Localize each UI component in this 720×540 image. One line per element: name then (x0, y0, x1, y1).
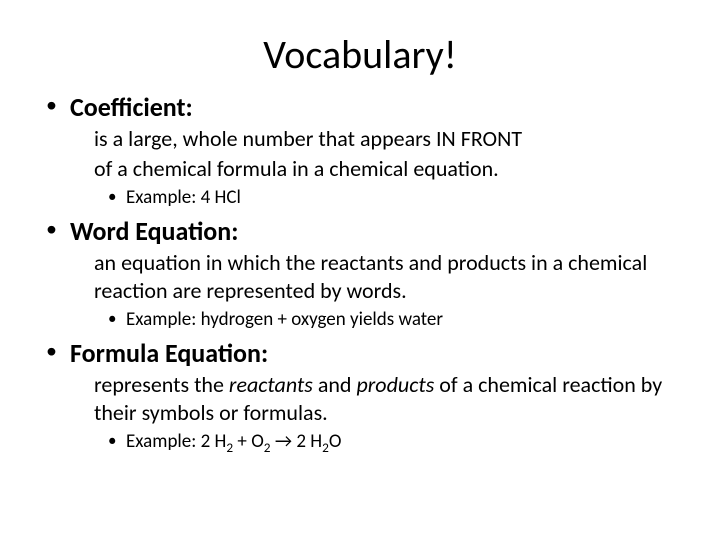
term-label: Formula Equation: (70, 337, 680, 369)
term-label: Word Equation: (70, 215, 680, 247)
list-item: Word Equation: an equation in which the … (70, 215, 680, 331)
list-item: Formula Equation: represents the reactan… (70, 337, 680, 456)
example-item: Example: 2 H2 + O2 → 2 H2O (126, 430, 680, 456)
definition-text: represents the reactants and products of… (70, 371, 680, 426)
definition-text: of a chemical formula in a chemical equa… (70, 155, 680, 183)
slide-title: Vocabulary! (40, 30, 680, 79)
definition-text: an equation in which the reactants and p… (70, 249, 680, 304)
example-item: Example: 4 HCl (126, 186, 680, 209)
definition-text: is a large, whole number that appears IN… (70, 125, 680, 153)
term-label: Coefficient: (70, 91, 680, 123)
vocab-list: Coefficient: is a large, whole number th… (40, 91, 680, 456)
example-item: Example: hydrogen + oxygen yields water (126, 308, 680, 331)
list-item: Coefficient: is a large, whole number th… (70, 91, 680, 209)
